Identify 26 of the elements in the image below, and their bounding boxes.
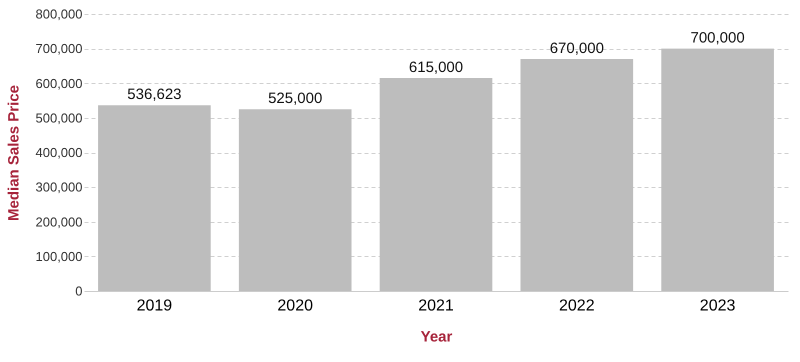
x-tick-label: 2021: [418, 298, 454, 314]
y-tick-label: 300,000: [36, 180, 82, 195]
x-tick-label: 2022: [559, 298, 595, 314]
bar: [238, 109, 352, 291]
bar: [380, 78, 492, 291]
y-tick-label: 100,000: [36, 248, 82, 264]
data-label: 670,000: [550, 40, 604, 58]
y-tick-label: 700,000: [36, 41, 82, 56]
x-tick-label: 2023: [700, 298, 736, 314]
bar: [520, 59, 634, 291]
y-tick-label: 500,000: [36, 110, 82, 126]
bar: [98, 105, 211, 291]
y-tick-label: 600,000: [36, 76, 82, 91]
y-tick-label: 200,000: [36, 214, 82, 230]
y-tick-label: 800,000: [36, 6, 82, 22]
x-tick-label: 2019: [136, 298, 172, 314]
x-axis-title: Year: [420, 328, 453, 346]
y-tick-label: 0: [75, 284, 82, 298]
data-label: 536,623: [127, 86, 182, 104]
data-label: 525,000: [268, 90, 322, 108]
y-axis-title: Median Sales Price: [6, 85, 23, 221]
data-label: 700,000: [690, 30, 745, 47]
bar: [661, 48, 774, 291]
x-tick-label: 2020: [277, 298, 314, 314]
y-tick-label: 400,000: [36, 145, 82, 160]
data-label: 615,000: [408, 59, 464, 76]
